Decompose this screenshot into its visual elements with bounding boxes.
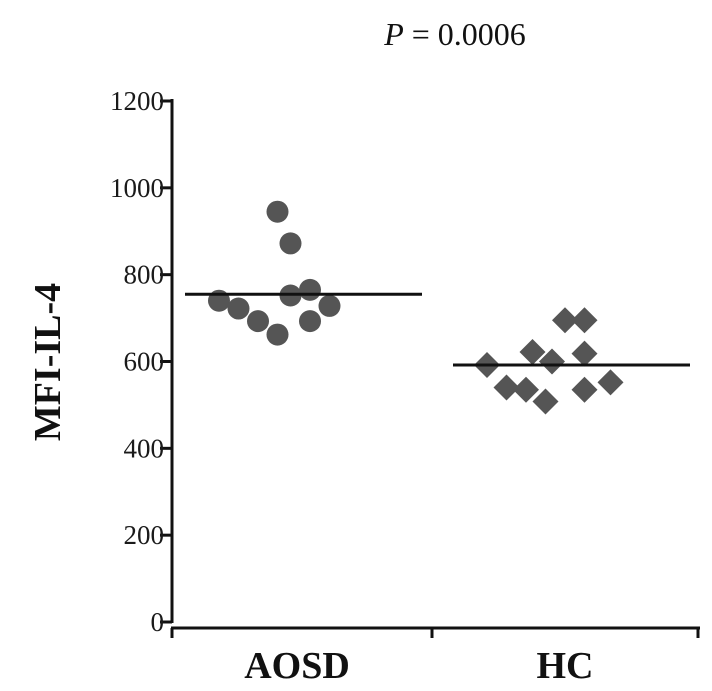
data-point-circle: [266, 200, 289, 223]
y-tick-label: 0: [151, 607, 165, 637]
data-point-diamond: [493, 374, 520, 401]
y-tick-label: 400: [124, 433, 165, 463]
p-value-text: = 0.0006: [404, 16, 526, 52]
data-point-circle: [279, 232, 302, 255]
data-point-circle: [266, 323, 289, 346]
data-point-diamond: [597, 369, 624, 396]
y-tick-label: 1000: [110, 173, 164, 203]
y-tick-label: 800: [124, 260, 165, 290]
p-value-annotation: P = 0.0006: [383, 16, 526, 52]
y-tick-label: 200: [124, 520, 165, 550]
y-axis-title: MFI-IL-4: [27, 283, 69, 441]
data-point-diamond: [513, 376, 539, 403]
data-point-circle: [299, 278, 321, 301]
data-point-circle: [299, 310, 321, 333]
data-point-circle: [227, 297, 250, 320]
data-point-circle: [318, 294, 341, 317]
p-symbol: P: [383, 16, 404, 52]
data-point-diamond: [519, 338, 546, 365]
data-point-diamond: [532, 388, 559, 415]
x-category-label: HC: [537, 645, 594, 687]
data-point-circle: [247, 310, 269, 333]
data-point-diamond: [539, 348, 565, 375]
data-point-diamond: [571, 307, 598, 334]
y-tick-label: 1200: [110, 86, 164, 116]
data-marks: [185, 200, 690, 415]
data-point-diamond: [571, 376, 598, 403]
data-point-diamond: [571, 340, 598, 367]
axes: 0 200 400 600 800 1000 1200 AOSD HC: [110, 86, 700, 687]
data-point-diamond: [552, 307, 578, 334]
x-category-label: AOSD: [244, 645, 350, 687]
y-tick-label: 600: [124, 347, 165, 377]
